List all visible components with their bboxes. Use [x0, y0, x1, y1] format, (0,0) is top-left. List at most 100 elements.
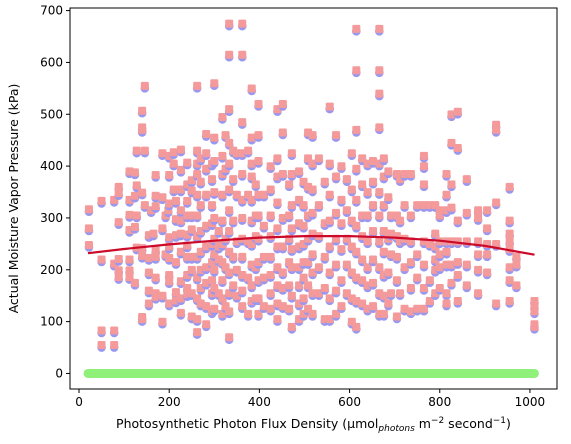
- data-point-pink: [110, 341, 119, 350]
- data-point-pink: [247, 84, 256, 93]
- data-point-pink: [431, 229, 440, 238]
- data-point-pink: [392, 276, 401, 285]
- data-point-pink: [342, 260, 351, 269]
- data-point-pink: [208, 201, 217, 210]
- data-point-pink: [308, 289, 317, 298]
- data-point-pink: [278, 268, 287, 277]
- data-point-pink: [413, 201, 422, 210]
- data-point-pink: [387, 289, 396, 298]
- data-point-pink: [165, 171, 174, 180]
- data-point-pink: [225, 105, 234, 114]
- trend-line: [87, 235, 535, 256]
- data-point-pink: [505, 182, 514, 191]
- data-point-pink: [530, 307, 539, 316]
- data-point-pink: [176, 145, 185, 154]
- data-point-pink: [187, 225, 196, 234]
- data-point-pink: [453, 144, 462, 153]
- data-point-pink: [462, 175, 471, 184]
- data-point-pink: [193, 190, 202, 199]
- data-point-pink: [325, 315, 334, 324]
- data-point-pink: [287, 263, 296, 272]
- data-point-pink: [176, 206, 185, 215]
- data-point-pink: [210, 157, 219, 166]
- data-point-pink: [332, 260, 341, 269]
- data-point-pink: [363, 263, 372, 272]
- data-point-pink: [325, 159, 334, 168]
- data-point-pink: [247, 172, 256, 181]
- data-point-pink: [225, 138, 234, 147]
- data-point-pink: [435, 211, 444, 220]
- data-point-pink: [447, 203, 456, 212]
- data-point-pink: [453, 107, 462, 116]
- data-point-pink: [299, 201, 308, 210]
- data-point-pink: [442, 247, 451, 256]
- data-point-pink: [384, 268, 393, 277]
- data-point-pink: [196, 201, 205, 210]
- data-point-pink: [320, 252, 329, 261]
- data-point-pink: [413, 304, 422, 313]
- data-point-pink: [259, 302, 268, 311]
- data-point-pink: [363, 188, 372, 197]
- data-point-pink: [505, 237, 514, 246]
- data-point-pink: [352, 247, 361, 256]
- x-tick-label: 200: [158, 395, 181, 409]
- data-point-pink: [247, 133, 256, 142]
- scatter-points: [84, 19, 539, 352]
- data-point-pink: [225, 206, 234, 215]
- data-point-pink: [266, 271, 275, 280]
- data-point-pink: [320, 284, 329, 293]
- data-point-pink: [218, 276, 227, 285]
- data-point-pink: [169, 185, 178, 194]
- data-point-pink: [287, 322, 296, 331]
- data-point-pink: [308, 268, 317, 277]
- data-point-pink: [358, 255, 367, 264]
- data-point-pink: [84, 205, 93, 214]
- data-point-pink: [144, 268, 153, 277]
- data-point-pink: [114, 266, 123, 275]
- data-point-pink: [151, 273, 160, 282]
- data-point-pink: [254, 99, 263, 108]
- data-point-pink: [259, 190, 268, 199]
- data-point-pink: [299, 221, 308, 230]
- y-axis-label: Actual Moisture Vapor Pressure (kPa): [6, 84, 21, 314]
- data-point-pink: [225, 226, 234, 235]
- data-point-pink: [453, 271, 462, 280]
- data-point-pink: [332, 286, 341, 295]
- data-point-pink: [210, 79, 219, 88]
- data-point-pink: [114, 273, 123, 282]
- data-point-pink: [225, 333, 234, 342]
- data-point-pink: [295, 167, 304, 176]
- data-point-pink: [308, 250, 317, 259]
- data-point-pink: [138, 125, 147, 134]
- data-point-pink: [442, 169, 451, 178]
- data-point-pink: [375, 89, 384, 98]
- data-point-pink: [151, 202, 160, 211]
- data-point-pink: [273, 315, 282, 324]
- data-point-pink: [210, 133, 219, 142]
- data-point-pink: [132, 146, 141, 155]
- data-point-pink: [375, 188, 384, 197]
- data-point-pink: [176, 277, 185, 286]
- data-point-pink: [229, 175, 238, 184]
- data-point-pink: [379, 154, 388, 163]
- data-point-pink: [125, 266, 134, 275]
- data-point-pink: [165, 299, 174, 308]
- data-point-pink: [218, 151, 227, 160]
- data-point-pink: [285, 304, 294, 313]
- data-point-pink: [512, 260, 521, 269]
- data-point-pink: [406, 169, 415, 178]
- y-tick-label: 100: [40, 315, 63, 329]
- data-point-pink: [369, 201, 378, 210]
- y-tick-label: 500: [40, 107, 63, 121]
- data-point-pink: [474, 237, 483, 246]
- data-point-pink: [273, 224, 282, 233]
- data-point-pink: [375, 24, 384, 33]
- data-point-pink: [474, 214, 483, 223]
- data-point-pink: [165, 253, 174, 262]
- data-point-pink: [138, 106, 147, 115]
- data-point-pink: [266, 211, 275, 220]
- data-point-pink: [363, 237, 372, 246]
- data-point-pink: [144, 253, 153, 262]
- data-point-pink: [332, 131, 341, 140]
